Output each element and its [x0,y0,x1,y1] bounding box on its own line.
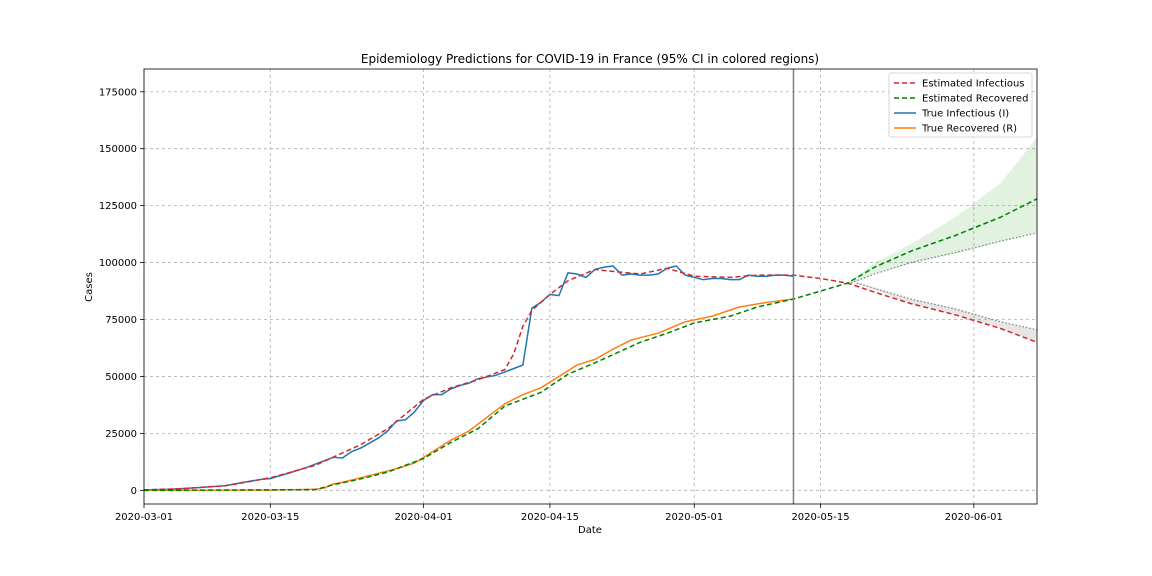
x-tick-label: 2020-05-15 [791,512,849,523]
ticks: 0 25000 50000 75000 100000 125000 150000 175000… [99,87,1003,523]
x-tick-label: 2020-05-01 [665,512,723,523]
x-tick-label: 2020-04-15 [521,512,579,523]
ci-bound-line [847,232,1038,285]
series-line [143,298,794,492]
y-tick-label: 25000 [105,429,137,440]
series-line [143,265,794,491]
legend-label: True Infectious (I) [921,109,1009,120]
series-line [143,198,1038,492]
legend: Estimated Infectious Estimated Recovered T… [888,72,1033,138]
confidence-band [847,137,1037,286]
legend-box [888,72,1033,138]
legend-label: Estimated Infectious [922,79,1025,90]
y-axis-label: Cases [84,272,95,302]
series-lines [143,198,1038,492]
x-tick-label: 2020-04-01 [395,512,453,523]
series-line [143,267,1038,491]
x-tick-label: 2020-06-01 [945,512,1003,523]
y-tick-label: 175000 [99,87,137,98]
y-tick-label: 75000 [105,315,137,326]
ci-bound-line [856,282,1038,331]
x-axis-label: Date [578,525,602,536]
y-tick-label: 50000 [105,372,137,383]
plot-area-frame [143,68,1038,505]
y-tick-label: 150000 [99,144,137,155]
x-tick-label: 2020-03-15 [241,512,299,523]
x-tick-label: 2020-03-01 [115,512,173,523]
y-tick-label: 125000 [99,201,137,212]
legend-label: True Recovered (R) [921,124,1017,135]
y-tick-label: 100000 [99,258,137,269]
legend-label: Estimated Recovered [922,94,1028,105]
chart-title: Epidemiology Predictions for COVID-19 in… [361,52,819,66]
y-tick-label: 0 [131,486,137,497]
